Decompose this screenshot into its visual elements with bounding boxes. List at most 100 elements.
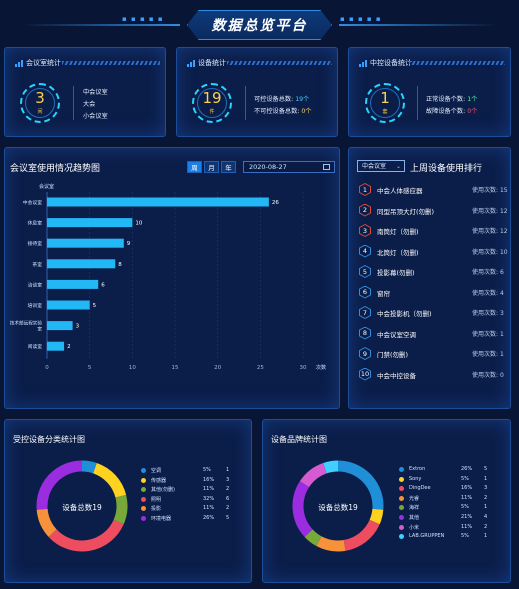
usage-count: 使用次数: 15 <box>472 187 508 194</box>
device-stat-card: 设备统计 19 件 可控设备总数: 19个 不可控设备总数: 0个 <box>176 47 338 137</box>
rank-hex-icon: 9 <box>359 347 371 360</box>
legend-item: Sony 5% 1 <box>399 476 509 484</box>
legend-label: 传感器 <box>151 477 167 484</box>
legend-dot-icon <box>399 515 404 520</box>
bar <box>47 259 116 269</box>
x-tick-label: 25 <box>257 365 264 371</box>
legend-item: 海祥 5% 1 <box>399 504 509 512</box>
rank-hex-icon: 5 <box>359 265 371 278</box>
legend-label: 其他 <box>409 515 420 521</box>
calendar-icon <box>323 164 330 170</box>
x-tick-label: 10 <box>129 365 136 371</box>
legend-item: 光睿 11% 2 <box>399 495 509 503</box>
legend-count: 1 <box>484 504 488 511</box>
device-name: 中会议室空调 <box>377 330 416 339</box>
legend-count: 3 <box>484 485 488 492</box>
legend-dot-icon <box>141 468 146 473</box>
rank-hex-icon: 2 <box>359 203 371 217</box>
donut-slice <box>81 460 97 474</box>
legend-percent: 16% <box>203 476 215 483</box>
tab-year[interactable]: 年 <box>221 161 236 173</box>
legend-label: 环境电器 <box>151 516 172 522</box>
legend-dot-icon <box>399 524 404 530</box>
date-picker[interactable]: 2020-08-27 <box>243 161 335 173</box>
tab-week[interactable]: 周 <box>187 161 202 173</box>
rank-hex-icon: 1 <box>359 183 371 196</box>
x-tick-label: 0 <box>45 365 49 371</box>
usage-count: 使用次数: 0 <box>472 371 504 379</box>
donut-slice <box>323 460 339 474</box>
legend-count: 5 <box>484 466 488 472</box>
device-usage-ranking-panel: 中会议室 ⌄ 上周设备使用排行 1 中会人体感应器 使用次数: 15 2 同型吊顶大灯(… <box>348 147 511 409</box>
legend-dot-icon <box>399 476 404 482</box>
donut-slice <box>92 462 127 498</box>
category-label: 技术部远程实验 <box>10 320 43 327</box>
header-dots-left: ▪ ▪ ▪ ▪ ▪ <box>122 15 164 23</box>
card-title: 会议室统计 <box>15 58 61 68</box>
legend-item: 小米 11% 2 <box>399 524 509 532</box>
controllable-count: 可控设备总数: 19个 <box>254 96 310 103</box>
panel-title: 会议室使用情况趋势图 <box>10 164 101 174</box>
legend-label: DingDee <box>409 485 431 492</box>
legend-label: 小米 <box>409 524 420 531</box>
legend-count: 4 <box>484 514 488 520</box>
room-name: 中会议室 <box>83 89 108 96</box>
category-label: 洽谈室 <box>28 281 43 288</box>
bar-value-label: 5 <box>93 303 97 309</box>
legend-dot-icon <box>141 496 146 502</box>
donut-slice <box>292 481 313 537</box>
legend-label: 其他(勿删) <box>151 487 175 494</box>
legend-percent: 11% <box>203 505 215 512</box>
header: ▪ ▪ ▪ ▪ ▪ ▪ ▪ ▪ ▪ ▪ 数据总览平台 <box>0 0 519 44</box>
legend-percent: 5% <box>461 533 469 540</box>
card-title-text: 会议室统计 <box>26 59 61 67</box>
brand-legend: Extron 26% 5 Sony 5% 1 DingDee 16% 3 光睿 11% 2 海祥 5% 1 其… <box>399 466 509 556</box>
usage-count: 使用次数: 12 <box>472 228 508 235</box>
device-name: 窗帘 <box>377 289 390 298</box>
legend-item: DingDee 16% 3 <box>399 485 509 493</box>
category-chart-panel: 受控设备分类统计图 设备总数19 空调 5% 1 传感器 16% 3 其他(勿删) 11% 2 照… <box>4 419 252 583</box>
rank-hex-icon: 8 <box>359 326 371 340</box>
legend-label: 投影 <box>151 506 162 513</box>
donut-slice <box>343 519 380 551</box>
legend-label: Extron <box>409 466 426 472</box>
header-line-right <box>339 24 499 26</box>
donut-slice <box>36 460 83 510</box>
date-value: 2020-08-27 <box>249 163 287 171</box>
rank-hex-icon: 4 <box>359 244 371 258</box>
bar <box>47 341 65 351</box>
ring-unit: 间 <box>37 109 43 115</box>
category-label: 接待室 <box>28 240 43 247</box>
legend-count: 2 <box>484 494 488 501</box>
legend-item: 传感器 16% 3 <box>141 477 251 485</box>
title-stripes <box>409 61 505 65</box>
central-control-stat-card: 中控设备统计 1 套 正常设备个数: 1个 故障设备个数: 0个 <box>348 47 511 137</box>
legend-item: 空调 5% 1 <box>141 467 251 475</box>
ring-unit: 套 <box>382 109 388 115</box>
title-plate: 数据总览平台 <box>187 10 332 40</box>
rank-hex-icon: 3 <box>359 224 371 237</box>
legend-dot-icon <box>399 534 404 540</box>
page-title: 数据总览平台 <box>211 18 308 34</box>
rank-hex-icon: 7 <box>359 306 371 319</box>
bar <box>47 300 90 310</box>
ring-value: 19 <box>202 89 222 107</box>
tab-month[interactable]: 月 <box>204 161 219 173</box>
header-dots-right: ▪ ▪ ▪ ▪ ▪ <box>340 15 382 23</box>
donut-slice <box>369 508 384 525</box>
donut-center-label: 设备总数19 <box>318 503 358 512</box>
legend-count: 1 <box>484 533 488 540</box>
legend-percent: 32% <box>203 495 215 502</box>
device-name: 中会中控设备 <box>377 371 416 380</box>
legend-count: 2 <box>484 523 488 530</box>
card-title-text: 设备统计 <box>198 59 226 67</box>
legend-percent: 11% <box>203 486 215 493</box>
x-tick-label: 20 <box>214 365 221 371</box>
room-select[interactable]: 中会议室 ⌄ <box>357 160 405 172</box>
legend-count: 1 <box>226 467 230 473</box>
legend-label: Sony <box>409 475 422 482</box>
bar-value-label: 10 <box>135 221 142 227</box>
device-name: 门禁(勿删) <box>377 351 409 359</box>
usage-count: 使用次数: 1 <box>472 351 504 358</box>
bar <box>47 197 269 207</box>
